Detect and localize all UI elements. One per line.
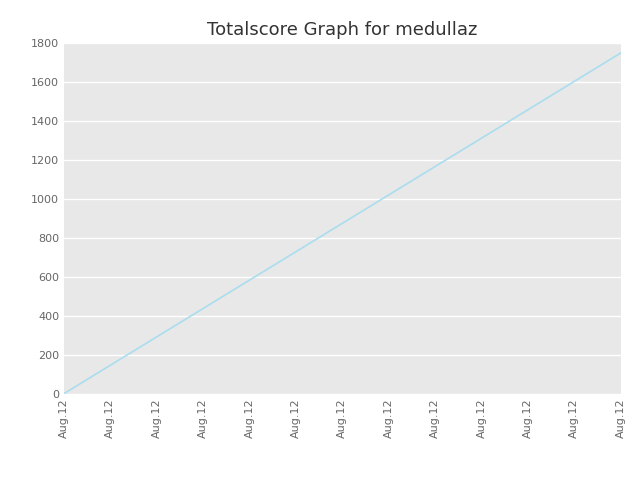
medullaz <box>477 135 485 141</box>
medullaz <box>106 362 114 368</box>
medullaz <box>431 164 439 169</box>
medullaz <box>200 306 207 312</box>
medullaz <box>292 249 300 254</box>
Title: Totalscore Graph for medullaz: Totalscore Graph for medullaz <box>207 21 477 39</box>
medullaz <box>153 334 161 340</box>
medullaz <box>385 192 392 198</box>
Line: medullaz: medullaz <box>64 53 621 394</box>
medullaz <box>617 50 625 56</box>
medullaz <box>524 107 532 113</box>
medullaz <box>570 78 578 84</box>
medullaz <box>60 391 68 396</box>
medullaz <box>246 277 253 283</box>
medullaz <box>339 220 346 226</box>
